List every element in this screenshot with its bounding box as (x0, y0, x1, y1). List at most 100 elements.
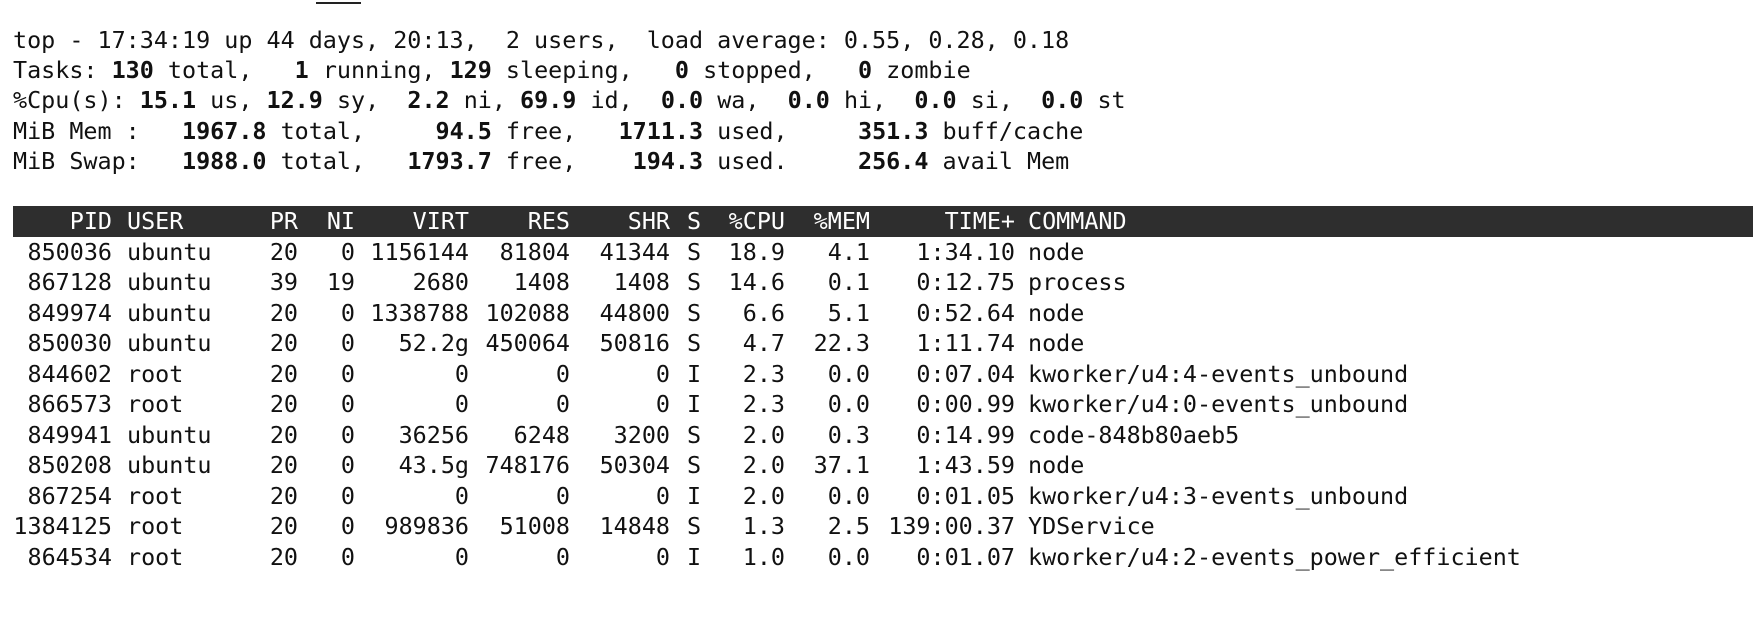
table-cell: S (687, 451, 702, 480)
table-cell: 0 (454, 481, 469, 510)
summary-text: top - 17:34:19 up 44 days, 20:13, 2 user… (13, 26, 1070, 54)
column-header: SHR (627, 207, 670, 235)
table-cell: ubuntu (127, 298, 212, 327)
summary-text: used, (703, 117, 858, 145)
table-cell: 43.5g (398, 451, 469, 480)
table-cell: ubuntu (127, 329, 212, 358)
table-cell: 20 (269, 329, 298, 358)
table-cell: 1338788 (370, 298, 469, 327)
summary-value: 130 (111, 56, 154, 84)
table-cell: 0 (340, 481, 355, 510)
table-cell: I (687, 390, 702, 419)
table-cell: 0 (340, 298, 355, 327)
table-cell: 0 (454, 542, 469, 571)
table-cell: 0 (340, 451, 355, 480)
summary-value: 0.0 (660, 86, 704, 114)
table-cell: ubuntu (127, 238, 212, 266)
summary-text: st (1083, 86, 1126, 114)
column-header: USER (127, 207, 184, 235)
table-cell: 102088 (485, 298, 571, 327)
table-cell: node (1028, 238, 1085, 266)
summary-text: %Cpu(s): (13, 86, 140, 114)
table-cell: 450064 (485, 329, 571, 358)
table-cell: 850036 (27, 238, 113, 266)
table-cell: 20 (269, 481, 298, 510)
table-cell: kworker/u4:0-events_unbound (1028, 390, 1409, 419)
table-cell: 0 (340, 420, 355, 449)
table-cell: 849941 (27, 420, 113, 449)
table-cell: 5.1 (827, 298, 870, 327)
table-cell: 844602 (27, 359, 113, 388)
table-cell: 849974 (27, 298, 113, 327)
table-cell: 864534 (27, 542, 113, 571)
table-cell: 0 (555, 359, 570, 388)
table-cell: 850030 (27, 329, 113, 358)
summary-text: Tasks: (13, 56, 112, 84)
table-cell: 0:01.05 (916, 481, 1015, 510)
table-cell: 0.0 (827, 542, 870, 571)
table-cell: 0:01.07 (916, 542, 1015, 571)
table-cell: 0:14.99 (916, 420, 1015, 449)
column-header: PR (269, 207, 298, 235)
column-header: NI (326, 207, 355, 235)
summary-line: Tasks: 130 total, 1 running, 129 sleepin… (13, 55, 971, 85)
table-cell: 37.1 (813, 451, 870, 480)
summary-text: wa, (703, 86, 788, 114)
summary-text: free, (491, 117, 619, 145)
table-cell: ubuntu (127, 420, 212, 449)
summary-value: 0.0 (914, 86, 957, 114)
table-cell: S (687, 298, 702, 327)
table-cell: 18.9 (728, 238, 785, 266)
summary-text: total, (266, 147, 408, 175)
summary-value: 94.5 (435, 117, 492, 145)
table-cell: 20 (269, 359, 298, 388)
summary-value: 1793.7 (407, 147, 492, 175)
table-cell: 0 (340, 542, 355, 571)
table-cell: root (127, 390, 184, 419)
table-cell: 0.0 (827, 481, 870, 510)
summary-text: hi, (829, 86, 915, 114)
column-header: RES (527, 207, 570, 235)
table-cell: YDService (1028, 512, 1155, 541)
table-cell: 2.0 (742, 481, 785, 510)
table-cell: kworker/u4:4-events_unbound (1028, 359, 1409, 388)
summary-text: running, (308, 56, 450, 84)
summary-text: id, (576, 86, 661, 114)
table-cell: 0.3 (827, 420, 870, 449)
table-cell: 20 (269, 390, 298, 419)
column-header: PID (69, 207, 112, 235)
summary-value: 0 (858, 56, 873, 84)
table-cell: 14.6 (728, 268, 785, 297)
summary-text: ni, (449, 86, 521, 114)
table-cell: 0 (340, 238, 355, 266)
table-cell: 1:43.59 (916, 451, 1015, 480)
table-cell: 2.0 (742, 451, 785, 480)
table-cell: ubuntu (127, 268, 212, 297)
summary-value: 0.0 (787, 86, 830, 114)
table-cell: 1384125 (13, 512, 112, 541)
table-cell: 0 (340, 390, 355, 419)
table-cell: 0:07.04 (916, 359, 1015, 388)
summary-text: total, (153, 56, 295, 84)
table-cell: 2.3 (742, 390, 785, 419)
table-cell: 0:00.99 (916, 390, 1015, 419)
table-cell: 4.1 (827, 238, 870, 266)
table-cell: 0 (454, 390, 469, 419)
summary-line: MiB Mem : 1967.8 total, 94.5 free, 1711.… (13, 116, 1083, 146)
table-cell: node (1028, 329, 1085, 358)
table-cell: ubuntu (127, 451, 212, 480)
column-header: VIRT (412, 207, 469, 235)
summary-value: 15.1 (139, 86, 197, 114)
table-cell: S (687, 329, 702, 358)
table-cell: I (687, 542, 702, 571)
table-cell: 20 (269, 542, 298, 571)
table-cell: 0.0 (827, 390, 870, 419)
table-cell: 81804 (499, 238, 570, 266)
summary-line: top - 17:34:19 up 44 days, 20:13, 2 user… (13, 25, 1069, 55)
summary-value: 12.9 (266, 86, 323, 114)
table-cell: 1156144 (370, 238, 469, 266)
table-cell: 0 (555, 390, 570, 419)
summary-value: 129 (449, 56, 492, 84)
table-cell: 0.0 (827, 359, 870, 388)
